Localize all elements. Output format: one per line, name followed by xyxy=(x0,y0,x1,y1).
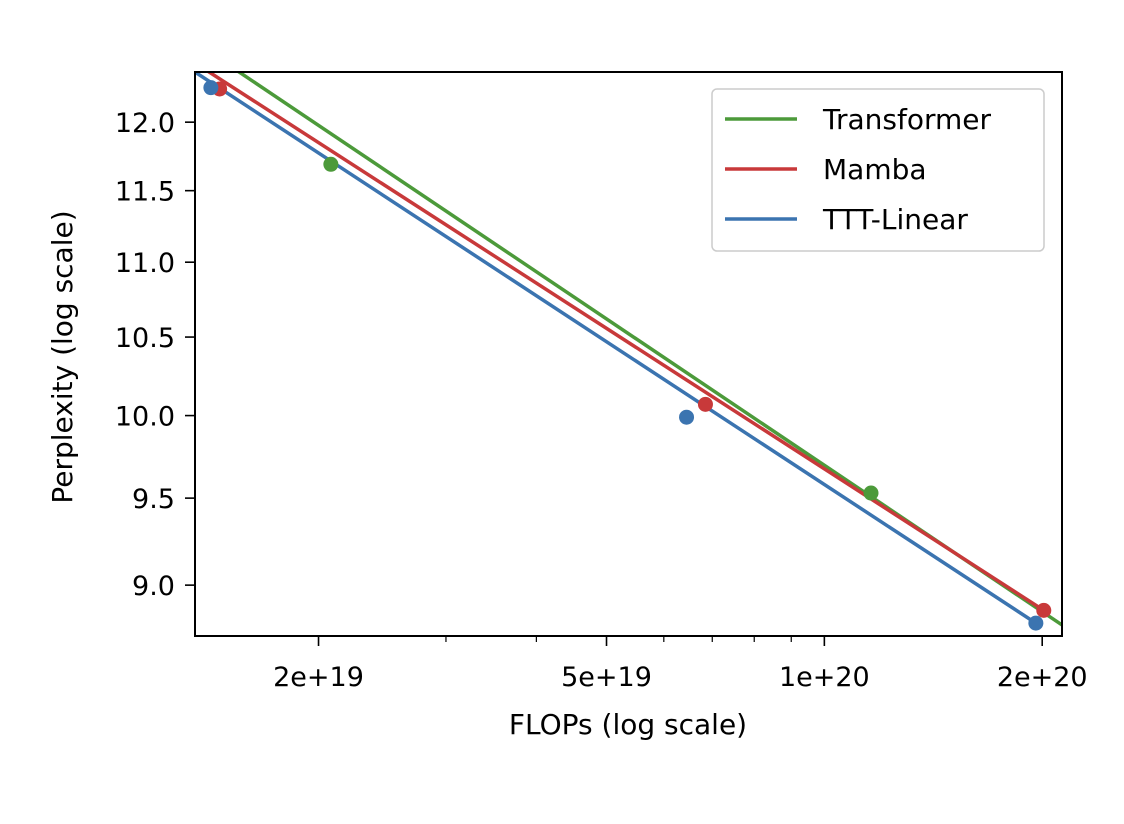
x-tick-label: 2e+20 xyxy=(997,662,1088,693)
x-tick-label: 1e+20 xyxy=(779,662,870,693)
data-points xyxy=(203,80,1052,631)
y-tick-label: 12.0 xyxy=(115,108,175,139)
legend-label-mamba: Mamba xyxy=(823,153,927,186)
x-axis-label: FLOPs (log scale) xyxy=(509,708,747,741)
y-axis-label: Perplexity (log scale) xyxy=(46,210,79,503)
x-axis-ticks: 2e+19 5e+19 1e+20 2e+20 xyxy=(273,636,1088,693)
data-point-mamba xyxy=(1036,602,1052,618)
legend-label-ttt-linear: TTT-Linear xyxy=(822,203,968,236)
y-tick-label: 11.0 xyxy=(115,248,175,279)
legend: Transformer Mamba TTT-Linear xyxy=(711,88,1045,252)
data-point-ttt-linear xyxy=(679,409,695,425)
y-tick-label: 10.0 xyxy=(115,402,175,433)
y-tick-label: 10.5 xyxy=(115,323,175,354)
series-line-mamba xyxy=(205,72,1045,612)
x-tick-label: 2e+19 xyxy=(273,662,364,693)
data-point-ttt-linear xyxy=(1028,615,1044,631)
y-tick-label: 11.5 xyxy=(115,177,175,208)
x-tick-label: 5e+19 xyxy=(561,662,652,693)
data-point-mamba xyxy=(697,396,713,412)
plot-frame xyxy=(194,71,1063,637)
data-point-transformer xyxy=(863,485,879,501)
data-point-transformer xyxy=(323,156,339,172)
data-point-ttt-linear xyxy=(203,80,219,96)
legend-box xyxy=(711,88,1045,252)
y-tick-label: 9.0 xyxy=(132,571,175,602)
y-tick-label: 9.5 xyxy=(132,484,175,515)
y-axis-ticks: 9.0 9.5 10.0 10.5 11.0 11.5 12.0 xyxy=(115,108,195,602)
legend-label-transformer: Transformer xyxy=(822,103,992,136)
